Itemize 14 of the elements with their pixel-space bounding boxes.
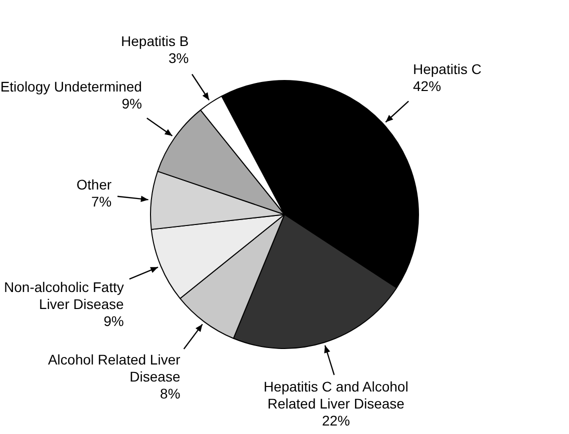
data-label: 9% bbox=[122, 96, 142, 112]
slice-label: Alcohol Related Liver Disease bbox=[48, 352, 181, 385]
data-label: 3% bbox=[168, 50, 189, 66]
slice-label: Hepatitis C and Alcohol Related Liver Disease bbox=[264, 378, 408, 412]
data-label: 22% bbox=[322, 412, 350, 429]
slice-label: Etiology Undetermined bbox=[0, 78, 142, 95]
data-label: 9% bbox=[104, 313, 124, 330]
data-label: 42% bbox=[412, 78, 442, 94]
data-label: 8% bbox=[160, 386, 180, 402]
slice-label: Hepatitis B bbox=[121, 33, 189, 50]
data-label: 7% bbox=[91, 194, 112, 210]
slice-label: Other bbox=[76, 176, 112, 193]
slice-label: Hepatitis C bbox=[412, 61, 482, 78]
slice-label: Non-alcoholic Fatty Liver Disease bbox=[4, 279, 124, 312]
